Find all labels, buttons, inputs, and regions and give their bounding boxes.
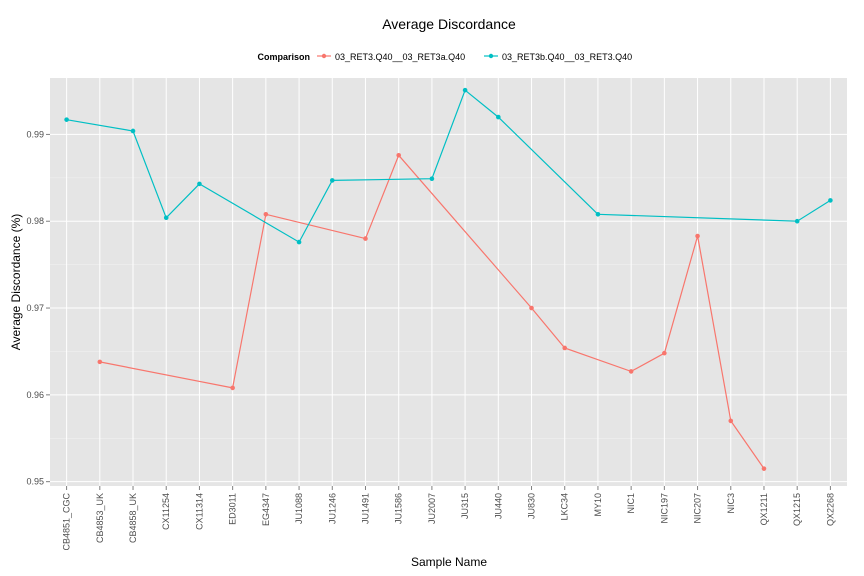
x-axis: CB4851_CGC CB4853_UK CB4858_UK CX11254 CX113… — [62, 486, 835, 551]
x-tick-label: CX11254 — [161, 493, 171, 530]
y-axis: 0.95 0.96 0.97 0.98 0.99 — [26, 129, 50, 487]
data-point-series-1 — [363, 236, 368, 241]
data-point-series-1 — [728, 418, 734, 424]
data-point-series-1 — [695, 233, 700, 239]
legend: Comparison 03_RET3.Q40__03_RET3a.Q40 03_… — [257, 52, 632, 62]
data-point-series-2 — [296, 239, 302, 245]
x-tick-label: JU1491 — [360, 493, 370, 524]
x-tick-label: CB4853_UK — [95, 493, 105, 543]
data-point-series-2 — [329, 178, 335, 183]
data-point-series-2 — [429, 176, 435, 181]
x-tick-label: EG4347 — [261, 493, 271, 526]
x-tick-label: QX1211 — [759, 493, 769, 525]
data-point-series-2 — [595, 211, 601, 217]
data-point-series-2 — [462, 87, 468, 93]
x-axis-title: Sample Name — [411, 555, 487, 569]
x-tick-label: CB4858_UK — [128, 493, 138, 543]
data-point-series-1 — [628, 369, 634, 374]
y-tick-label: 0.99 — [26, 129, 44, 139]
data-point-series-2 — [197, 181, 202, 187]
x-tick-label: CX11314 — [194, 493, 204, 530]
legend-label-series-2: 03_RET3b.Q40__03_RET3.Q40 — [502, 52, 632, 62]
data-point-series-1 — [562, 345, 568, 351]
series-line-1 — [99, 154, 765, 469]
x-tick-label: JU315 — [460, 493, 470, 519]
data-point-series-1 — [230, 385, 235, 391]
x-tick-label: NIC207 — [693, 493, 703, 524]
data-point-series-2 — [163, 215, 169, 221]
data-point-series-1 — [761, 466, 767, 471]
y-tick-label: 0.97 — [26, 303, 44, 313]
x-tick-label: JU1246 — [327, 493, 337, 524]
data-point-series-2 — [64, 117, 69, 122]
x-tick-label: JU440 — [493, 493, 503, 519]
y-tick-label: 0.95 — [26, 477, 44, 487]
x-tick-label: NIC1 — [626, 493, 636, 514]
y-axis-title: Average Discordance (%) — [9, 214, 23, 351]
legend-title: Comparison — [257, 52, 310, 62]
legend-marker-series-2 — [488, 53, 494, 59]
x-tick-label: QX2268 — [825, 493, 835, 526]
y-tick-label: 0.98 — [26, 216, 44, 226]
x-tick-label: CB4851_CGC — [62, 493, 72, 551]
legend-label-series-1: 03_RET3.Q40__03_RET3a.Q40 — [335, 52, 465, 62]
data-point-series-1 — [263, 211, 269, 217]
data-point-series-2 — [130, 128, 136, 134]
data-point-series-1 — [662, 350, 667, 356]
data-point-series-2 — [828, 198, 833, 203]
chart-title: Average Discordance — [382, 16, 516, 32]
x-tick-label: QX1215 — [792, 493, 802, 526]
gridlines — [50, 78, 847, 486]
x-tick-label: JU830 — [527, 493, 537, 519]
x-tick-label: JU2007 — [427, 493, 437, 524]
data-point-series-1 — [529, 305, 534, 311]
x-tick-label: ED3011 — [228, 493, 238, 525]
legend-marker-series-1 — [321, 53, 327, 59]
series-line-2 — [66, 89, 831, 243]
x-tick-label: NIC3 — [726, 493, 736, 514]
x-tick-label: JU1088 — [294, 493, 304, 524]
data-point-series-1 — [97, 359, 103, 365]
data-point-series-2 — [794, 218, 800, 224]
series-lines — [66, 89, 831, 469]
y-tick-label: 0.96 — [26, 390, 44, 400]
data-point-series-1 — [396, 152, 401, 158]
x-tick-label: JU1586 — [394, 493, 404, 524]
x-tick-label: NIC197 — [659, 493, 669, 524]
x-tick-label: MY10 — [593, 493, 603, 517]
data-point-series-2 — [496, 114, 501, 120]
series-points — [64, 87, 833, 471]
x-tick-label: LKC34 — [560, 493, 570, 521]
plot-panel — [50, 78, 847, 486]
